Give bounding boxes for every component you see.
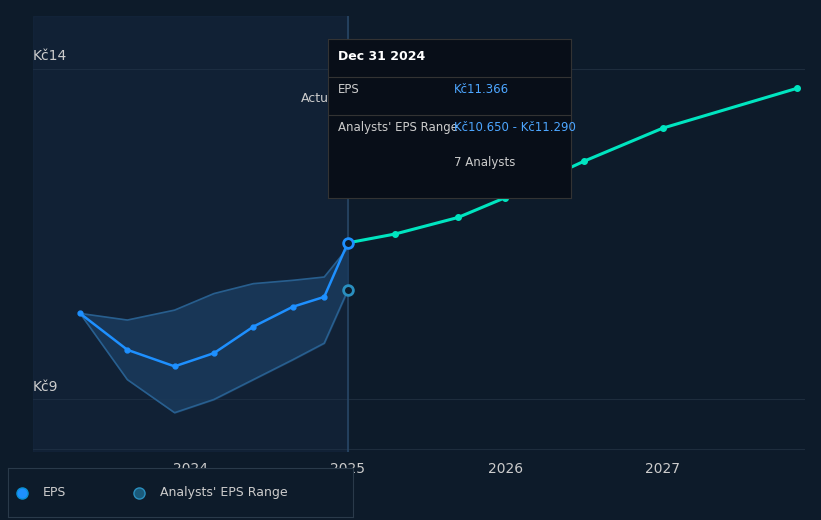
Bar <box>33 16 348 452</box>
Text: Analysts' EPS Range: Analysts' EPS Range <box>160 486 287 499</box>
Text: EPS: EPS <box>43 486 66 499</box>
Text: Kč9: Kč9 <box>33 380 58 394</box>
Text: Kč14: Kč14 <box>33 49 67 63</box>
Text: EPS: EPS <box>338 83 360 96</box>
Text: Analysts' EPS Range: Analysts' EPS Range <box>338 122 458 135</box>
Text: Kč11.366: Kč11.366 <box>454 83 510 96</box>
Text: Dec 31 2024: Dec 31 2024 <box>338 50 425 63</box>
Text: Analysts Forecasts: Analysts Forecasts <box>355 92 472 105</box>
Text: Actual: Actual <box>300 92 340 105</box>
Text: 7 Analysts: 7 Analysts <box>454 157 516 170</box>
Text: Kč10.650 - Kč11.290: Kč10.650 - Kč11.290 <box>454 122 576 135</box>
